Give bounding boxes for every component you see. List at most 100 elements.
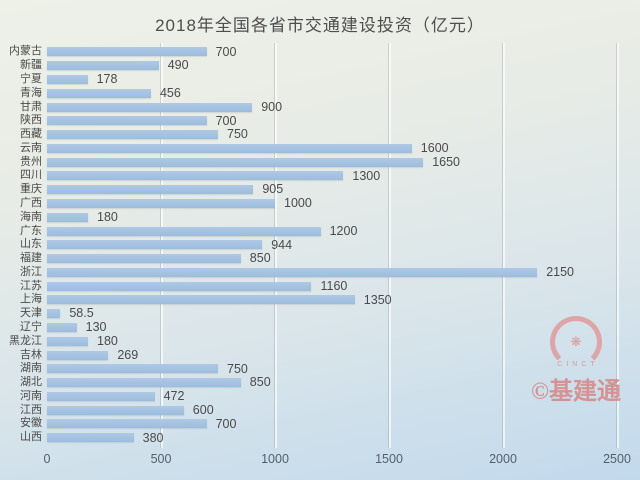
chart-row: 内蒙古 700 [9,44,617,59]
x-tick-label: 500 [150,452,172,466]
bar-value-label: 1160 [320,278,348,293]
bar [47,350,109,360]
bar-value-label: 180 [97,334,118,349]
row-label: 河南 [20,389,42,402]
bar [47,185,254,195]
x-axis: 0 500 1000 1500 2000 2500 [43,452,631,469]
bar-value-label: 750 [227,361,248,376]
bar-value-label: 900 [261,99,283,114]
chart-row: 贵州 1650 [20,154,617,169]
watermark: ❋ CINCT ©基建通 [521,316,631,406]
bar [47,226,321,236]
bar-value-label: 700 [215,113,237,128]
row-label: 甘肃 [20,100,42,113]
x-tick-label: 2000 [489,452,517,466]
row-label: 浙江 [20,265,42,278]
gridline [503,43,505,448]
chart-row: 四川 1300 [20,168,617,183]
bar [47,198,275,208]
bar-value-label: 456 [159,85,181,100]
bar-value-label: 1650 [432,154,460,169]
row-label: 江苏 [20,279,42,292]
bar [47,74,88,84]
row-label: 山西 [20,431,42,444]
gridline [389,43,391,448]
x-tick-label: 1000 [261,452,289,466]
chart-row: 河南 472 [20,389,617,404]
row-label: 吉林 [20,348,42,361]
chart-row: 浙江 2150 [20,266,617,280]
bar-value-label: 472 [163,389,185,404]
row-label: 青海 [20,86,42,99]
chart-row: 天津 58.5 [20,306,617,321]
watermark-logo-ring-icon: ❋ [550,316,602,368]
bar [47,157,424,167]
chart-row: 黑龙江 180 [9,334,617,349]
row-label: 四川 [20,169,42,182]
bar-value-label: 944 [271,237,293,252]
chart-row: 江苏 1160 [20,278,617,293]
chart-row: 重庆 905 [20,182,617,197]
chart-row: 新疆 490 [20,59,617,73]
bar-value-label: 180 [97,210,118,225]
chart-row: 山东 944 [20,237,617,252]
bar-value-label: 750 [227,127,248,142]
bar-value-label: 850 [249,251,271,266]
chart-row: 甘肃 900 [20,99,617,114]
chart-row: 广西 1000 [20,196,617,211]
bar [47,254,241,264]
chart-row: 云南 1600 [20,141,617,156]
row-label: 云南 [20,141,42,154]
bar-value-label: 700 [215,44,237,59]
chart-rows: 内蒙古 700 新疆 490 宁夏 178 青海 456 甘肃 900 陕西 700 西藏 750 云南 16… [9,44,617,445]
bar [47,336,89,346]
x-tick-label: 0 [43,452,51,466]
bar [47,281,312,291]
chart-row: 陕西 700 [20,113,617,128]
bar-value-label: 1600 [420,141,449,156]
bar [47,323,77,333]
chart-row: 宁夏 178 [20,72,617,87]
chart-row: 吉林 269 [20,347,617,362]
row-label: 宁夏 [20,72,42,85]
bar [47,405,184,415]
chart-row: 湖北 850 [20,376,617,390]
gridline [617,43,619,448]
bar-value-label: 905 [262,182,284,197]
bar-value-label: 58.5 [69,306,94,321]
bar [47,171,344,181]
row-label: 广东 [20,224,42,237]
chart-title: 2018年全国各省市交通建设投资（亿元） [155,16,485,35]
bar-value-label: 178 [96,72,118,87]
x-tick-label: 2500 [603,452,631,466]
plot-area: 内蒙古 700 新疆 490 宁夏 178 青海 456 甘肃 900 陕西 700 西藏 750 云南 16… [9,43,631,465]
bar [47,212,89,222]
chart-row: 辽宁 130 [20,320,617,335]
chart-row: 江西 600 [20,402,617,417]
chart-row: 福建 850 [20,251,617,266]
bar [47,102,253,112]
bar-value-label: 269 [117,347,139,362]
row-label: 重庆 [20,183,42,196]
bar-value-label: 600 [192,402,214,417]
bar-value-label: 1350 [363,292,392,307]
row-label: 湖南 [20,362,42,375]
chart-row: 上海 1350 [20,292,617,307]
watermark-flower-icon: ❋ [570,334,582,349]
chart-row: 青海 456 [20,85,617,100]
row-label: 山东 [20,238,42,251]
row-label: 新疆 [20,59,42,72]
row-label: 内蒙古 [9,45,42,58]
bar-value-label: 700 [215,416,237,431]
chart-row: 海南 180 [20,210,617,225]
row-label: 西藏 [20,128,42,141]
bar-value-label: 1000 [284,196,312,211]
row-label: 海南 [20,210,42,223]
row-label: 福建 [20,252,42,265]
bar [47,240,263,250]
row-label: 湖北 [20,376,42,389]
bar-value-label: 1300 [352,168,381,183]
watermark-label: ©基建通 [531,379,621,405]
bar-value-label: 130 [85,320,107,335]
